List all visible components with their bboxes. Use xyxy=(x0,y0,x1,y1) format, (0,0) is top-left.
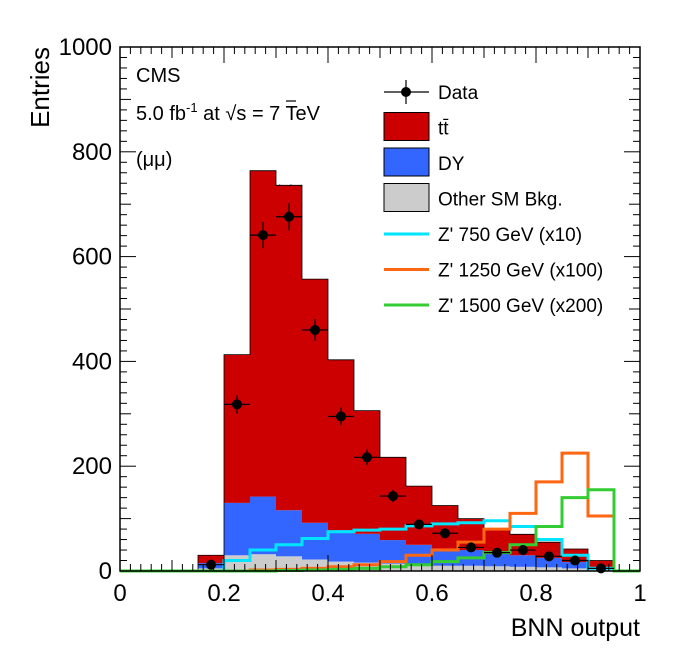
stack-bar-1-5 xyxy=(250,496,276,555)
stack-bar-2-6 xyxy=(276,185,302,511)
x-tick-label-1: 0.2 xyxy=(207,580,240,607)
stack-bar-2-4 xyxy=(224,354,250,503)
data-point-11 xyxy=(492,547,502,558)
legend-label-1: tt̄ xyxy=(438,119,449,140)
y-tick-label-5: 1000 xyxy=(59,34,112,61)
legend-data-marker xyxy=(401,87,411,97)
data-point-12 xyxy=(518,545,528,556)
data-point-2 xyxy=(258,230,268,241)
y-tick-label-0: 0 xyxy=(99,558,112,585)
stack-bar-1-9 xyxy=(354,533,380,563)
data-point-9 xyxy=(440,528,450,539)
legend-swatch-1 xyxy=(383,112,430,141)
legend-swatch-2 xyxy=(383,147,430,177)
y-tick-label-3: 600 xyxy=(72,244,112,271)
data-point-4 xyxy=(310,324,320,335)
stack-bar-2-12 xyxy=(432,505,458,549)
stack-bar-1-4 xyxy=(224,502,250,556)
lumi-at: at xyxy=(198,103,226,125)
stack-bar-1-7 xyxy=(302,522,328,560)
lumi-label: 5.0 fb-1 at √s = 7 TeV xyxy=(136,100,321,125)
stacked-bars-group xyxy=(120,170,640,572)
channel-label: (μμ) xyxy=(136,149,172,171)
x-tick-label-4: 0.8 xyxy=(519,580,552,607)
legend-label-2: DY xyxy=(438,154,465,175)
data-point-1 xyxy=(232,399,242,410)
lumi-value: 5.0 fb xyxy=(136,103,186,125)
data-point-3 xyxy=(284,211,294,222)
legend-label-0: Data xyxy=(438,83,479,104)
tick-labels-group: 0 0.2 0.4 0.6 0.8 1 0 200 400 600 800 1000 xyxy=(59,34,647,607)
stack-bar-0-17 xyxy=(562,568,588,571)
data-point-15 xyxy=(596,563,606,574)
stack-bar-0-11 xyxy=(406,564,432,571)
legend-label-5: Z' 1250 GeV (x100) xyxy=(438,261,603,282)
x-tick-label-3: 0.6 xyxy=(415,580,448,607)
uncertainty-band-group xyxy=(276,184,302,187)
stack-bar-2-11 xyxy=(406,486,432,545)
x-tick-label-5: 1 xyxy=(633,580,646,607)
stack-bar-2-7 xyxy=(302,279,328,523)
cms-label: CMS xyxy=(136,65,180,87)
stack-bar-0-14 xyxy=(484,566,510,571)
stack-bar-1-14 xyxy=(484,553,510,567)
legend-swatch-3 xyxy=(383,183,430,212)
data-point-5 xyxy=(336,411,346,422)
stack-bar-0-6 xyxy=(276,556,302,571)
data-point-10 xyxy=(466,542,476,553)
y-tick-label-2: 400 xyxy=(72,348,112,375)
signal-line-0 xyxy=(120,519,640,573)
stack-bar-2-5 xyxy=(250,170,276,497)
stack-bar-2-16 xyxy=(536,542,562,558)
stack-bar-2-9 xyxy=(354,410,380,534)
x-axis-label: BNN output xyxy=(511,614,640,642)
legend-label-6: Z' 1500 GeV (x200) xyxy=(438,296,603,317)
stack-bar-1-15 xyxy=(510,555,536,567)
x-tick-label-0: 0 xyxy=(113,580,126,607)
data-point-8 xyxy=(414,519,424,530)
legend: Data tt̄ DY Other SM Bkg. Z' 750 GeV (x10) Z'… xyxy=(383,80,603,317)
data-point-7 xyxy=(388,491,398,502)
data-point-6 xyxy=(362,452,372,463)
legend-label-4: Z' 750 GeV (x10) xyxy=(438,225,582,246)
stack-bar-2-8 xyxy=(328,359,354,531)
data-point-13 xyxy=(544,551,554,562)
sqrt-symbol: √ xyxy=(225,103,236,125)
stack-bar-0-13 xyxy=(458,565,484,571)
data-point-0 xyxy=(206,559,216,570)
data-point-14 xyxy=(570,555,580,566)
y-tick-label-4: 800 xyxy=(72,139,112,166)
stack-bar-0-12 xyxy=(432,565,458,571)
lumi-exponent: -1 xyxy=(186,100,198,115)
legend-label-3: Other SM Bkg. xyxy=(438,190,563,211)
stack-bar-1-8 xyxy=(328,530,354,562)
stack-outline xyxy=(120,170,640,572)
stack-bar-1-6 xyxy=(276,510,302,557)
x-tick-label-2: 0.4 xyxy=(311,580,344,607)
stack-bar-1-16 xyxy=(536,557,562,568)
stack-bar-0-5 xyxy=(250,554,276,571)
stack-bar-0-16 xyxy=(536,567,562,571)
axis-ticks-group xyxy=(119,46,641,572)
y-tick-label-1: 200 xyxy=(72,453,112,480)
stack-bar-0-9 xyxy=(354,562,380,571)
stack-bar-2-3 xyxy=(198,555,224,564)
y-axis-label: Entries xyxy=(25,47,55,128)
stack-bar-0-7 xyxy=(302,559,328,571)
uncertainty-band-bin-6 xyxy=(276,184,302,187)
stack-bar-0-4 xyxy=(224,555,250,571)
stack-bar-1-10 xyxy=(380,540,406,564)
stack-bar-0-15 xyxy=(510,566,536,571)
energy-label: s = 7 TeV xyxy=(236,103,320,125)
